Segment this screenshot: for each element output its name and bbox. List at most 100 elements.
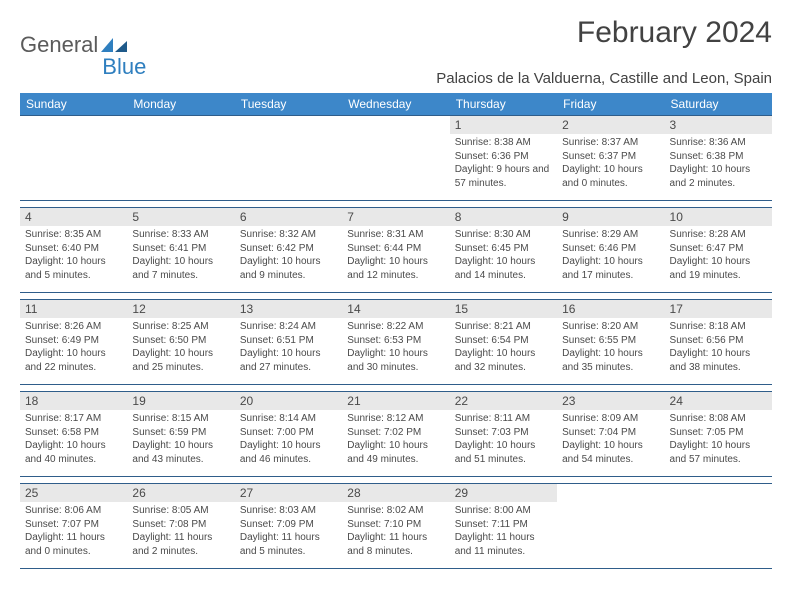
page-title: February 2024 <box>577 16 772 50</box>
sunset-text: Sunset: 7:09 PM <box>240 518 337 532</box>
sunset-text: Sunset: 7:07 PM <box>25 518 122 532</box>
daylight-text: Daylight: 10 hours and 49 minutes. <box>347 439 444 466</box>
day-details: Sunrise: 8:25 AMSunset: 6:50 PMDaylight:… <box>127 318 234 376</box>
day-number: 19 <box>127 392 234 410</box>
logo-sail-icon <box>101 36 127 54</box>
day-number: 27 <box>235 484 342 502</box>
day-details: Sunrise: 8:24 AMSunset: 6:51 PMDaylight:… <box>235 318 342 376</box>
sunrise-text: Sunrise: 8:24 AM <box>240 320 337 334</box>
day-cell: 14Sunrise: 8:22 AMSunset: 6:53 PMDayligh… <box>342 299 449 385</box>
day-cell: 10Sunrise: 8:28 AMSunset: 6:47 PMDayligh… <box>665 207 772 293</box>
sunset-text: Sunset: 7:00 PM <box>240 426 337 440</box>
day-details: Sunrise: 8:35 AMSunset: 6:40 PMDaylight:… <box>20 226 127 284</box>
title-block: February 2024 <box>577 16 772 50</box>
day-number: 7 <box>342 208 449 226</box>
sunset-text: Sunset: 6:47 PM <box>670 242 767 256</box>
sunset-text: Sunset: 7:08 PM <box>132 518 229 532</box>
week-row: 18Sunrise: 8:17 AMSunset: 6:58 PMDayligh… <box>20 391 772 477</box>
day-details: Sunrise: 8:31 AMSunset: 6:44 PMDaylight:… <box>342 226 449 284</box>
day-cell <box>127 115 234 201</box>
day-details: Sunrise: 8:26 AMSunset: 6:49 PMDaylight:… <box>20 318 127 376</box>
sunset-text: Sunset: 6:38 PM <box>670 150 767 164</box>
day-number: 16 <box>557 300 664 318</box>
day-number: 26 <box>127 484 234 502</box>
sunrise-text: Sunrise: 8:22 AM <box>347 320 444 334</box>
day-details: Sunrise: 8:36 AMSunset: 6:38 PMDaylight:… <box>665 134 772 192</box>
sunset-text: Sunset: 6:58 PM <box>25 426 122 440</box>
day-details: Sunrise: 8:30 AMSunset: 6:45 PMDaylight:… <box>450 226 557 284</box>
day-cell: 13Sunrise: 8:24 AMSunset: 6:51 PMDayligh… <box>235 299 342 385</box>
day-number: 3 <box>665 116 772 134</box>
day-header: Tuesday <box>235 93 342 115</box>
daylight-text: Daylight: 10 hours and 5 minutes. <box>25 255 122 282</box>
day-cell: 6Sunrise: 8:32 AMSunset: 6:42 PMDaylight… <box>235 207 342 293</box>
day-details: Sunrise: 8:20 AMSunset: 6:55 PMDaylight:… <box>557 318 664 376</box>
sunrise-text: Sunrise: 8:17 AM <box>25 412 122 426</box>
day-cell: 24Sunrise: 8:08 AMSunset: 7:05 PMDayligh… <box>665 391 772 477</box>
sunrise-text: Sunrise: 8:08 AM <box>670 412 767 426</box>
daylight-text: Daylight: 10 hours and 0 minutes. <box>562 163 659 190</box>
sunset-text: Sunset: 6:44 PM <box>347 242 444 256</box>
day-number: 10 <box>665 208 772 226</box>
day-cell: 3Sunrise: 8:36 AMSunset: 6:38 PMDaylight… <box>665 115 772 201</box>
calendar-page: General Blue February 2024 Palacios de l… <box>0 0 792 577</box>
daylight-text: Daylight: 10 hours and 25 minutes. <box>132 347 229 374</box>
day-cell: 25Sunrise: 8:06 AMSunset: 7:07 PMDayligh… <box>20 483 127 569</box>
daylight-text: Daylight: 11 hours and 8 minutes. <box>347 531 444 558</box>
week-row: 11Sunrise: 8:26 AMSunset: 6:49 PMDayligh… <box>20 299 772 385</box>
daylight-text: Daylight: 11 hours and 2 minutes. <box>132 531 229 558</box>
day-number: 6 <box>235 208 342 226</box>
day-number: 21 <box>342 392 449 410</box>
sunrise-text: Sunrise: 8:25 AM <box>132 320 229 334</box>
day-cell <box>342 115 449 201</box>
sunrise-text: Sunrise: 8:03 AM <box>240 504 337 518</box>
sunrise-text: Sunrise: 8:12 AM <box>347 412 444 426</box>
day-cell: 27 Sunrise: 8:03 AMSunset: 7:09 PMDayligh… <box>235 483 342 569</box>
day-header: Saturday <box>665 93 772 115</box>
sunrise-text: Sunrise: 8:32 AM <box>240 228 337 242</box>
day-cell: 28Sunrise: 8:02 AMSunset: 7:10 PMDayligh… <box>342 483 449 569</box>
day-cell: 12Sunrise: 8:25 AMSunset: 6:50 PMDayligh… <box>127 299 234 385</box>
daylight-text: Daylight: 10 hours and 57 minutes. <box>670 439 767 466</box>
day-details: Sunrise: 8:33 AMSunset: 6:41 PMDaylight:… <box>127 226 234 284</box>
daylight-text: Daylight: 10 hours and 38 minutes. <box>670 347 767 374</box>
day-details: Sunrise: 8:14 AMSunset: 7:00 PMDaylight:… <box>235 410 342 468</box>
day-number: 15 <box>450 300 557 318</box>
day-details: Sunrise: 8:17 AMSunset: 6:58 PMDaylight:… <box>20 410 127 468</box>
sunrise-text: Sunrise: 8:33 AM <box>132 228 229 242</box>
day-header: Thursday <box>450 93 557 115</box>
sunset-text: Sunset: 6:55 PM <box>562 334 659 348</box>
daylight-text: Daylight: 10 hours and 19 minutes. <box>670 255 767 282</box>
daylight-text: Daylight: 11 hours and 5 minutes. <box>240 531 337 558</box>
sunset-text: Sunset: 6:49 PM <box>25 334 122 348</box>
daylight-text: Daylight: 10 hours and 2 minutes. <box>670 163 767 190</box>
day-number: 20 <box>235 392 342 410</box>
sunrise-text: Sunrise: 8:36 AM <box>670 136 767 150</box>
sunrise-text: Sunrise: 8:09 AM <box>562 412 659 426</box>
day-cell: 21Sunrise: 8:12 AMSunset: 7:02 PMDayligh… <box>342 391 449 477</box>
daylight-text: Daylight: 10 hours and 35 minutes. <box>562 347 659 374</box>
day-details: Sunrise: 8:12 AMSunset: 7:02 PMDaylight:… <box>342 410 449 468</box>
day-details: Sunrise: 8:21 AMSunset: 6:54 PMDaylight:… <box>450 318 557 376</box>
sunset-text: Sunset: 6:40 PM <box>25 242 122 256</box>
day-cell: 20Sunrise: 8:14 AMSunset: 7:00 PMDayligh… <box>235 391 342 477</box>
day-cell: 16Sunrise: 8:20 AMSunset: 6:55 PMDayligh… <box>557 299 664 385</box>
day-cell: 2Sunrise: 8:37 AMSunset: 6:37 PMDaylight… <box>557 115 664 201</box>
day-cell: 29Sunrise: 8:00 AMSunset: 7:11 PMDayligh… <box>450 483 557 569</box>
sunset-text: Sunset: 6:56 PM <box>670 334 767 348</box>
day-number: 24 <box>665 392 772 410</box>
day-header-row: SundayMondayTuesdayWednesdayThursdayFrid… <box>20 93 772 115</box>
day-cell: 4Sunrise: 8:35 AMSunset: 6:40 PMDaylight… <box>20 207 127 293</box>
day-number: 1 <box>450 116 557 134</box>
week-row: 25Sunrise: 8:06 AMSunset: 7:07 PMDayligh… <box>20 483 772 569</box>
day-number: 14 <box>342 300 449 318</box>
sunrise-text: Sunrise: 8:30 AM <box>455 228 552 242</box>
sunrise-text: Sunrise: 8:31 AM <box>347 228 444 242</box>
sunset-text: Sunset: 6:46 PM <box>562 242 659 256</box>
daylight-text: Daylight: 11 hours and 0 minutes. <box>25 531 122 558</box>
day-cell: 11Sunrise: 8:26 AMSunset: 6:49 PMDayligh… <box>20 299 127 385</box>
week-row: 1Sunrise: 8:38 AMSunset: 6:36 PMDaylight… <box>20 115 772 201</box>
daylight-text: Daylight: 10 hours and 14 minutes. <box>455 255 552 282</box>
day-details: Sunrise: 8:28 AMSunset: 6:47 PMDaylight:… <box>665 226 772 284</box>
day-number: 25 <box>20 484 127 502</box>
